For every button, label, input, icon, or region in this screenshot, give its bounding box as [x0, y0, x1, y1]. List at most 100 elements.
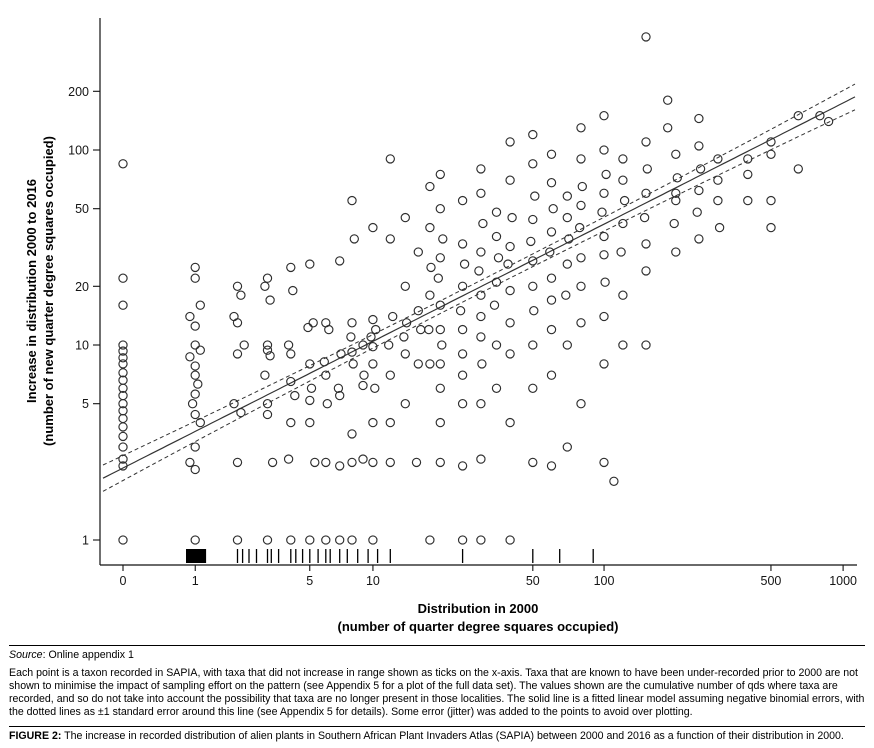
- data-point: [262, 409, 273, 420]
- data-point: [546, 149, 557, 159]
- se-upper-dotted-line: [102, 83, 856, 466]
- data-point: [599, 359, 609, 369]
- data-point: [190, 361, 200, 371]
- data-point: [190, 340, 200, 350]
- data-point: [305, 535, 315, 545]
- data-point: [601, 169, 611, 180]
- data-point: [528, 383, 538, 393]
- data-point: [346, 332, 356, 342]
- data-point: [599, 457, 609, 468]
- data-point: [335, 461, 345, 471]
- data-point: [385, 154, 395, 164]
- data-point: [290, 390, 300, 401]
- data-point: [669, 218, 679, 229]
- data-point: [118, 535, 128, 545]
- data-point: [474, 266, 484, 276]
- data-point: [618, 154, 628, 164]
- x-tick-label: 0: [120, 574, 127, 588]
- data-point: [562, 340, 572, 350]
- data-point: [618, 290, 628, 300]
- data-point: [260, 281, 270, 291]
- data-point: [616, 247, 626, 257]
- data-point: [232, 281, 243, 291]
- data-point: [288, 285, 298, 296]
- data-point: [366, 332, 376, 342]
- data-point: [349, 234, 359, 244]
- data-point: [425, 290, 435, 300]
- data-point: [713, 154, 723, 164]
- data-point: [358, 340, 368, 350]
- data-point: [424, 324, 434, 335]
- x-tick-label: 10: [366, 574, 380, 588]
- data-point: [185, 457, 195, 468]
- data-point: [413, 359, 423, 369]
- se-lower-dotted-line: [102, 109, 856, 492]
- data-point: [491, 340, 502, 350]
- x-axis-title-line1: Distribution in 2000: [418, 601, 539, 616]
- data-point: [193, 379, 203, 389]
- data-point: [306, 383, 317, 393]
- data-point: [400, 281, 410, 291]
- data-point: [347, 195, 357, 206]
- data-point: [118, 159, 128, 169]
- data-point: [433, 273, 443, 283]
- data-point: [347, 318, 357, 328]
- data-point: [503, 259, 513, 269]
- data-point: [505, 241, 515, 252]
- data-point: [435, 169, 445, 180]
- data-point: [528, 340, 538, 350]
- data-point: [195, 300, 205, 310]
- data-point: [491, 231, 502, 242]
- data-point: [671, 195, 681, 206]
- data-point: [491, 383, 502, 393]
- data-point: [385, 417, 395, 428]
- data-point: [358, 380, 368, 391]
- data-point: [385, 370, 395, 380]
- data-point: [368, 417, 378, 428]
- data-point: [455, 306, 466, 316]
- data-point: [190, 321, 200, 331]
- data-point: [743, 169, 753, 180]
- data-point: [400, 212, 410, 223]
- data-point: [385, 457, 395, 468]
- data-point: [265, 351, 275, 361]
- data-point: [262, 273, 273, 283]
- data-point: [713, 195, 723, 206]
- x-tick-label: 50: [526, 574, 540, 588]
- data-point: [671, 247, 681, 257]
- data-point: [190, 370, 200, 380]
- data-point: [599, 111, 609, 121]
- data-point: [190, 262, 200, 273]
- data-point: [401, 318, 412, 328]
- data-point: [505, 417, 515, 428]
- data-point: [262, 345, 273, 355]
- data-point: [321, 535, 331, 545]
- data-point: [743, 195, 753, 206]
- data-point: [425, 359, 435, 369]
- data-point: [347, 535, 357, 545]
- data-point: [476, 454, 486, 464]
- data-point: [576, 253, 586, 263]
- data-point: [425, 535, 435, 545]
- data-point: [321, 457, 331, 468]
- data-point: [335, 390, 345, 401]
- data-point: [371, 324, 381, 335]
- x-tick-label: 500: [761, 574, 782, 588]
- data-point: [597, 207, 607, 217]
- data-point: [528, 214, 538, 225]
- data-point: [368, 314, 378, 325]
- data-point: [232, 535, 243, 545]
- scatter-plot: 0 1 5 10 50 100 500 1000 1 5 10 20 50 100 200 Distribu…: [24, 18, 858, 634]
- data-point: [546, 461, 557, 471]
- data-point: [262, 535, 273, 545]
- data-point: [384, 340, 394, 350]
- data-point: [577, 181, 587, 192]
- data-point: [118, 346, 128, 356]
- data-point: [435, 253, 445, 263]
- data-point: [564, 234, 574, 244]
- data-point: [229, 399, 239, 409]
- data-point: [457, 399, 468, 409]
- y-tick-label: 200: [68, 85, 89, 99]
- data-point: [232, 457, 243, 468]
